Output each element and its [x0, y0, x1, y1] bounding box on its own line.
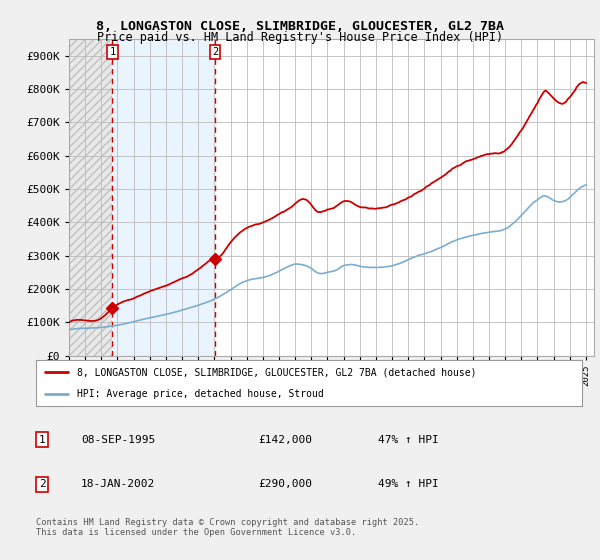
Text: £290,000: £290,000 [258, 479, 312, 489]
Text: 08-SEP-1995: 08-SEP-1995 [81, 435, 155, 445]
Text: 8, LONGASTON CLOSE, SLIMBRIDGE, GLOUCESTER, GL2 7BA (detached house): 8, LONGASTON CLOSE, SLIMBRIDGE, GLOUCEST… [77, 367, 476, 377]
Text: 1: 1 [38, 435, 46, 445]
Text: 2: 2 [212, 47, 218, 57]
Text: £142,000: £142,000 [258, 435, 312, 445]
Bar [112, 39, 215, 356]
Text: 18-JAN-2002: 18-JAN-2002 [81, 479, 155, 489]
Text: 8, LONGASTON CLOSE, SLIMBRIDGE, GLOUCESTER, GL2 7BA: 8, LONGASTON CLOSE, SLIMBRIDGE, GLOUCEST… [96, 20, 504, 32]
Text: 2: 2 [38, 479, 46, 489]
Bar [69, 39, 112, 356]
Text: 1: 1 [109, 47, 116, 57]
Text: 49% ↑ HPI: 49% ↑ HPI [378, 479, 439, 489]
Text: HPI: Average price, detached house, Stroud: HPI: Average price, detached house, Stro… [77, 389, 324, 399]
Text: Contains HM Land Registry data © Crown copyright and database right 2025.
This d: Contains HM Land Registry data © Crown c… [36, 518, 419, 538]
Text: 47% ↑ HPI: 47% ↑ HPI [378, 435, 439, 445]
Text: Price paid vs. HM Land Registry's House Price Index (HPI): Price paid vs. HM Land Registry's House … [97, 31, 503, 44]
